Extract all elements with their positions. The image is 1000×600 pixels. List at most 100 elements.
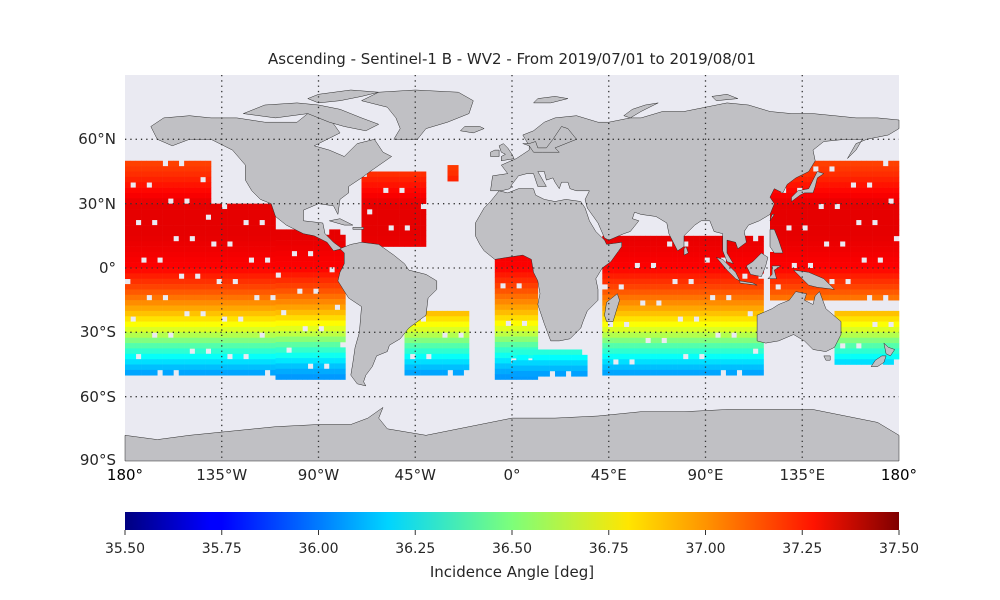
data-cell: [602, 294, 608, 301]
data-cell: [829, 230, 835, 237]
data-cell: [770, 192, 776, 199]
data-cell: [813, 230, 819, 237]
data-cell: [280, 299, 287, 305]
data-cell: [813, 219, 819, 226]
data-cell: [845, 171, 851, 178]
data-cell: [313, 245, 319, 252]
data-cell: [125, 316, 131, 322]
data-cell: [693, 310, 700, 317]
data-cell: [243, 343, 249, 349]
data-cell: [189, 209, 196, 215]
data-cell: [237, 337, 244, 344]
data-cell: [221, 262, 228, 269]
data-cell: [693, 284, 700, 290]
data-cell: [151, 268, 158, 274]
data-cell: [184, 203, 190, 210]
data-cell: [280, 358, 287, 364]
data-cell: [452, 332, 459, 338]
data-cell: [677, 326, 684, 333]
data-cell: [521, 309, 528, 316]
data-cell: [270, 316, 276, 322]
data-cell: [666, 289, 673, 296]
data-cell: [877, 268, 884, 274]
data-cell: [677, 305, 684, 312]
data-cell: [634, 289, 641, 296]
data-cell: [650, 337, 657, 344]
data-cell: [232, 294, 239, 301]
data-cell: [216, 273, 223, 280]
data-cell: [693, 337, 700, 344]
data-cell: [184, 160, 190, 167]
data-cell: [704, 300, 711, 306]
data-cell: [505, 352, 512, 359]
data-cell: [297, 240, 303, 246]
data-cell: [280, 283, 287, 289]
data-cell: [125, 284, 131, 290]
data-cell: [850, 160, 857, 167]
data-cell: [856, 278, 862, 285]
data-cell: [130, 332, 137, 338]
data-cell: [372, 171, 378, 178]
data-cell: [259, 273, 266, 280]
data-cell: [254, 343, 260, 349]
data-cell: [264, 268, 271, 274]
data-cell: [720, 251, 727, 258]
data-cell: [634, 241, 641, 247]
data-cell: [521, 277, 528, 284]
data-cell: [688, 332, 694, 338]
data-cell: [516, 341, 522, 348]
data-cell: [372, 192, 378, 199]
data-cell: [845, 326, 851, 333]
data-cell: [318, 347, 325, 353]
data-cell: [442, 321, 448, 328]
data-cell: [334, 293, 341, 300]
data-cell: [141, 251, 147, 258]
data-cell: [666, 257, 673, 263]
data-cell: [270, 273, 276, 280]
data-cell: [877, 273, 884, 280]
data-cell: [510, 309, 517, 316]
data-cell: [791, 273, 798, 280]
data-cell: [682, 294, 689, 301]
data-cell: [130, 230, 137, 237]
data-cell: [329, 358, 335, 364]
data-cell: [157, 364, 163, 371]
data-cell: [672, 332, 678, 338]
data-cell: [856, 235, 862, 242]
data-cell: [178, 230, 185, 237]
data-cell: [856, 192, 862, 199]
data-cell: [194, 182, 201, 188]
data-cell: [618, 326, 625, 333]
data-cell: [829, 251, 835, 258]
data-cell: [221, 278, 228, 285]
data-cell: [639, 353, 646, 360]
data-cell: [286, 229, 292, 236]
data-cell: [211, 262, 217, 269]
data-cell: [221, 364, 228, 371]
data-cell: [677, 284, 684, 290]
data-cell: [200, 332, 206, 338]
data-cell: [291, 293, 298, 300]
data-cell: [666, 284, 673, 290]
data-cell: [135, 305, 142, 312]
colorbar-tick-label: 37.50: [878, 541, 920, 557]
data-cell: [178, 278, 185, 285]
data-cell: [323, 299, 330, 305]
data-cell: [280, 336, 287, 343]
data-cell: [286, 283, 292, 289]
data-cell: [856, 166, 862, 172]
data-cell: [243, 235, 249, 242]
data-cell: [639, 369, 646, 376]
data-cell: [715, 316, 721, 322]
data-cell: [709, 348, 716, 355]
data-cell: [494, 272, 501, 278]
data-cell: [205, 251, 212, 258]
data-cell: [693, 268, 700, 274]
data-cell: [237, 209, 244, 215]
data-cell: [157, 289, 163, 296]
data-cell: [731, 316, 737, 322]
data-cell: [720, 300, 727, 306]
data-cell: [340, 363, 346, 370]
data-cell: [704, 337, 711, 344]
data-cell: [650, 348, 657, 355]
